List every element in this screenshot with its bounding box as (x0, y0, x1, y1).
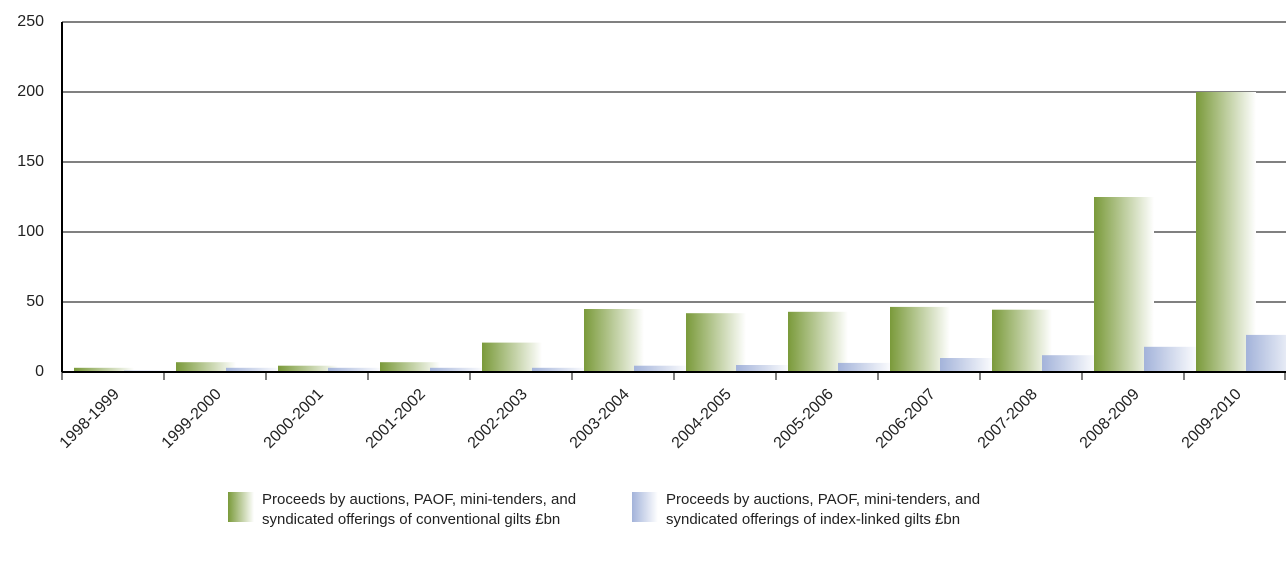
bar (1246, 334, 1286, 372)
bar (1094, 197, 1154, 372)
y-tick-label: 200 (17, 83, 44, 100)
x-tick-label: 2002-2003 (465, 386, 531, 452)
bar (226, 367, 281, 372)
bar (74, 367, 134, 372)
bar (380, 362, 440, 372)
x-tick-label: 1999-2000 (159, 386, 225, 452)
x-tick-label: 2005-2006 (771, 386, 837, 452)
bar (838, 362, 893, 372)
legend-label: Proceeds by auctions, PAOF, mini-tenders… (666, 491, 981, 528)
bar (584, 309, 644, 372)
bar (788, 311, 848, 372)
legend-swatch (632, 492, 658, 522)
x-tick-label: 2001-2002 (363, 386, 429, 452)
bar (736, 365, 791, 372)
bar (634, 365, 689, 372)
y-tick-label: 0 (35, 363, 44, 380)
legend-swatch (228, 492, 254, 522)
x-tick-label: 2007-2008 (975, 386, 1041, 452)
y-tick-label: 250 (17, 13, 44, 30)
legend-label: Proceeds by auctions, PAOF, mini-tenders… (262, 491, 577, 528)
x-tick-label: 2003-2004 (567, 386, 633, 452)
x-tick-label: 2006-2007 (873, 386, 939, 452)
y-tick-label: 100 (17, 223, 44, 240)
bar (686, 313, 746, 372)
bar (430, 367, 485, 372)
bar (1042, 355, 1097, 372)
bar (278, 365, 338, 372)
legend-item: Proceeds by auctions, PAOF, mini-tenders… (632, 490, 996, 530)
y-tick-label: 150 (17, 153, 44, 170)
x-tick-label: 2000-2001 (261, 386, 327, 452)
y-tick-label: 50 (26, 293, 44, 310)
bar (176, 362, 236, 372)
bar (1196, 92, 1256, 372)
x-tick-label: 1998-1999 (57, 386, 123, 452)
bar (328, 367, 383, 372)
legend-item: Proceeds by auctions, PAOF, mini-tenders… (228, 490, 592, 530)
bar (532, 367, 587, 372)
x-tick-label: 2008-2009 (1077, 386, 1143, 452)
bar (1144, 346, 1199, 372)
bar (482, 342, 542, 372)
bar (940, 358, 995, 372)
x-tick-label: 2004-2005 (669, 386, 735, 452)
x-tick-label: 2009-2010 (1179, 386, 1245, 452)
